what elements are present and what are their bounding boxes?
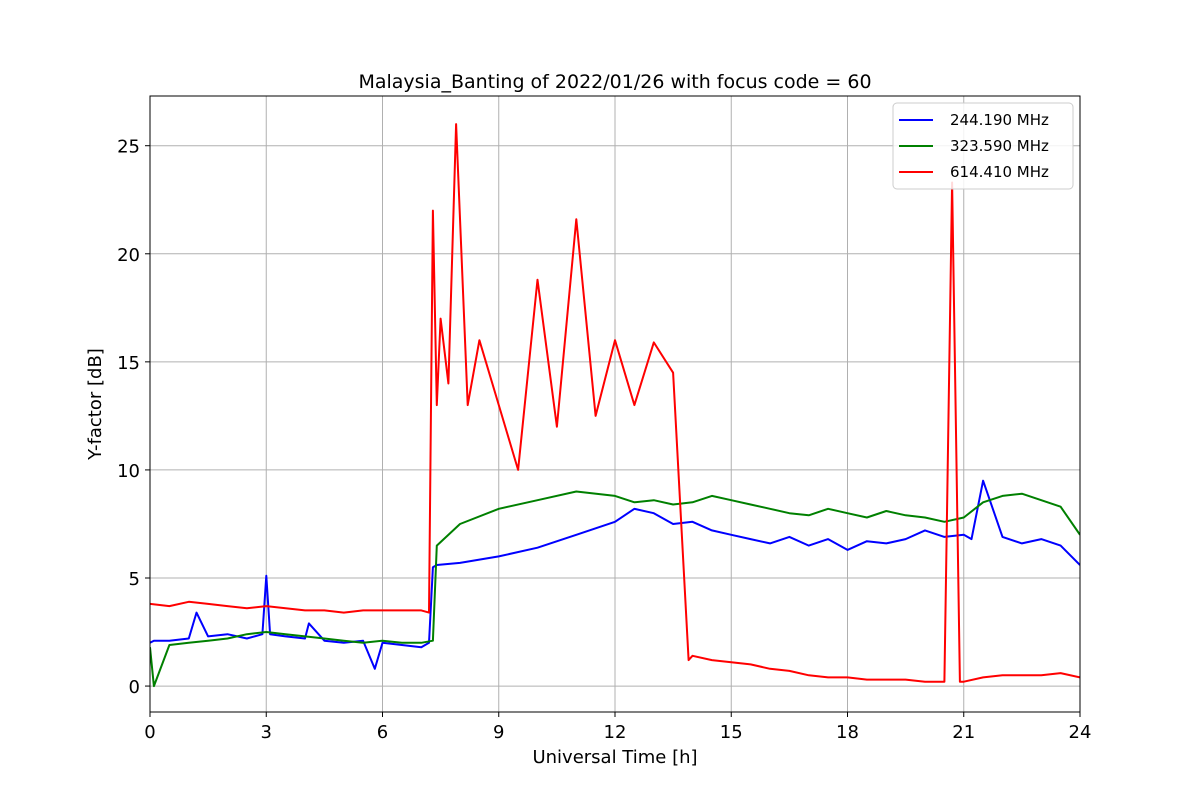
- series-line-1: [150, 479, 1080, 670]
- x-tick-label: 3: [261, 722, 272, 743]
- series-layer: [150, 123, 1080, 688]
- y-tick-label: 15: [117, 353, 140, 374]
- legend-label-2: 323.590 MHz: [950, 137, 1049, 155]
- x-axis: 0 3 6 9 12 15 18 21 24: [144, 712, 1091, 743]
- y-axis-title: Y-factor [dB]: [85, 348, 106, 461]
- x-tick-label: 9: [493, 722, 504, 743]
- legend: 244.190 MHz 323.590 MHz 614.410 MHz: [892, 102, 1074, 190]
- y-tick-label: 25: [117, 137, 140, 158]
- x-axis-title: Universal Time [h]: [532, 747, 697, 768]
- legend-label-1: 244.190 MHz: [950, 111, 1049, 129]
- series-line-3: [150, 123, 1080, 683]
- series-line-2: [150, 490, 1080, 688]
- x-tick-label: 6: [377, 722, 388, 743]
- legend-label-3: 614.410 MHz: [950, 163, 1049, 181]
- x-tick-label: 15: [720, 722, 743, 743]
- x-tick-label: 24: [1069, 722, 1092, 743]
- x-tick-label: 21: [952, 722, 975, 743]
- chart-title: Malaysia_Banting of 2022/01/26 with focu…: [358, 71, 871, 93]
- legend-box: [892, 102, 1074, 190]
- y-tick-label: 20: [117, 245, 140, 266]
- y-axis: 0 5 10 15 20 25: [117, 137, 150, 698]
- x-tick-label: 12: [604, 722, 627, 743]
- y-tick-label: 5: [129, 569, 140, 590]
- x-tick-label: 18: [836, 722, 859, 743]
- y-tick-label: 10: [117, 461, 140, 482]
- y-tick-label: 0: [129, 677, 140, 698]
- x-tick-label: 0: [144, 722, 155, 743]
